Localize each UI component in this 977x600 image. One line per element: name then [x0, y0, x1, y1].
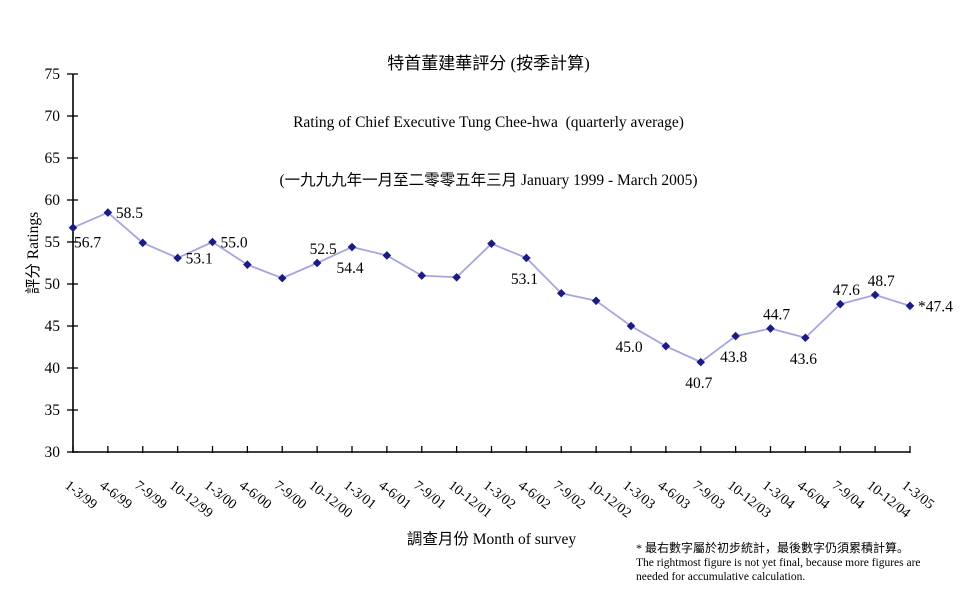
data-point-marker [522, 253, 531, 263]
x-tick-label: 7-9/03 [689, 478, 727, 512]
x-tick-label: 4-6/02 [515, 478, 553, 512]
y-axis-title: 評分 Ratings [24, 212, 42, 294]
data-point-label: 45.0 [615, 339, 642, 356]
x-tick-label: 1-3/99 [62, 478, 100, 512]
y-tick-label: 30 [45, 444, 61, 461]
x-tick-label: 4-6/04 [794, 478, 832, 512]
data-point-marker [382, 251, 392, 260]
series-line [72, 211, 911, 364]
data-point-label: 43.8 [720, 349, 747, 366]
data-point-marker [696, 357, 706, 367]
chart-title: 特首董建華評分 (按季計算) [387, 54, 590, 73]
data-point-marker [905, 301, 915, 311]
y-tick-label: 70 [45, 108, 61, 125]
chart-title-block: 特首董建華評分 (按季計算) Rating of Chief Executive… [0, 16, 977, 228]
data-point-label: 40.7 [685, 375, 712, 392]
footnote-line-english-1: The rightmost figure is not yet final, b… [636, 557, 921, 569]
data-point-marker [766, 324, 775, 333]
data-point-label: 56.7 [74, 235, 101, 252]
data-point-label: 53.1 [511, 271, 538, 288]
data-point-label: 53.1 [186, 250, 213, 267]
data-point-marker [452, 272, 461, 282]
data-point-label: *47.4 [918, 298, 953, 315]
y-tick-label: 75 [45, 66, 61, 83]
x-tick-label: 4-6/03 [654, 478, 692, 512]
data-point-marker [312, 258, 322, 268]
data-point-marker [731, 331, 740, 341]
data-point-marker [103, 208, 113, 217]
x-tick-label: 4-6/99 [96, 478, 134, 512]
x-tick-label: 4-6/00 [236, 478, 274, 512]
data-point-marker [208, 237, 217, 247]
data-point-label: 55.0 [221, 235, 248, 252]
y-tick-label: 35 [45, 402, 61, 419]
y-tick-label: 60 [45, 192, 61, 209]
y-tick-label: 40 [45, 360, 61, 377]
data-point-marker [835, 299, 845, 309]
footnote-line-english-2: needed for accumulative calculation. [636, 571, 806, 583]
data-point-marker [661, 341, 671, 351]
data-point-marker [801, 333, 810, 343]
data-point-marker [487, 239, 496, 248]
x-tick-label: 7-9/01 [410, 478, 448, 512]
data-point-label: 44.7 [763, 307, 790, 324]
data-point-label: 43.6 [790, 351, 817, 368]
data-point-label: 54.4 [336, 260, 363, 277]
data-point-marker [347, 242, 357, 252]
data-point-label: 58.5 [116, 205, 143, 222]
data-point-marker [626, 321, 636, 331]
data-point-marker [138, 238, 148, 248]
data-point-label: 47.6 [833, 282, 860, 299]
y-tick-label: 55 [45, 234, 61, 251]
y-tick-label: 50 [45, 276, 61, 293]
y-tick-label: 45 [45, 318, 61, 335]
x-tick-label: 7-9/99 [131, 478, 169, 512]
y-tick-label: 65 [45, 150, 61, 167]
x-tick-label: 4-6/01 [375, 478, 413, 512]
data-point-marker [870, 290, 880, 300]
data-point-marker [591, 296, 601, 306]
x-axis-title: 調查月份 Month of survey [406, 531, 577, 548]
x-tick-label: 7-9/00 [271, 478, 309, 512]
x-tick-label: 7-9/04 [829, 478, 867, 512]
chart-period-line: (一九九九年一月至二零零五年三月 January 1999 - March 20… [279, 172, 698, 189]
chart-subtitle: Rating of Chief Executive Tung Chee-hwa … [293, 114, 684, 131]
data-point-label: 52.5 [310, 241, 337, 258]
data-point-marker [277, 273, 287, 283]
x-tick-label: 7-9/02 [550, 478, 588, 512]
data-point-label: 48.7 [868, 273, 895, 290]
data-point-marker [68, 223, 78, 233]
footnote-line-chinese: * 最右數字屬於初步統計，最後數字仍須累積計算。 [636, 541, 910, 555]
data-point-marker [243, 260, 252, 269]
footnote: * 最右數字屬於初步統計，最後數字仍須累積計算。 The rightmost f… [636, 541, 971, 584]
data-point-marker [556, 288, 566, 298]
data-point-marker [417, 271, 427, 280]
data-point-marker [173, 253, 182, 263]
